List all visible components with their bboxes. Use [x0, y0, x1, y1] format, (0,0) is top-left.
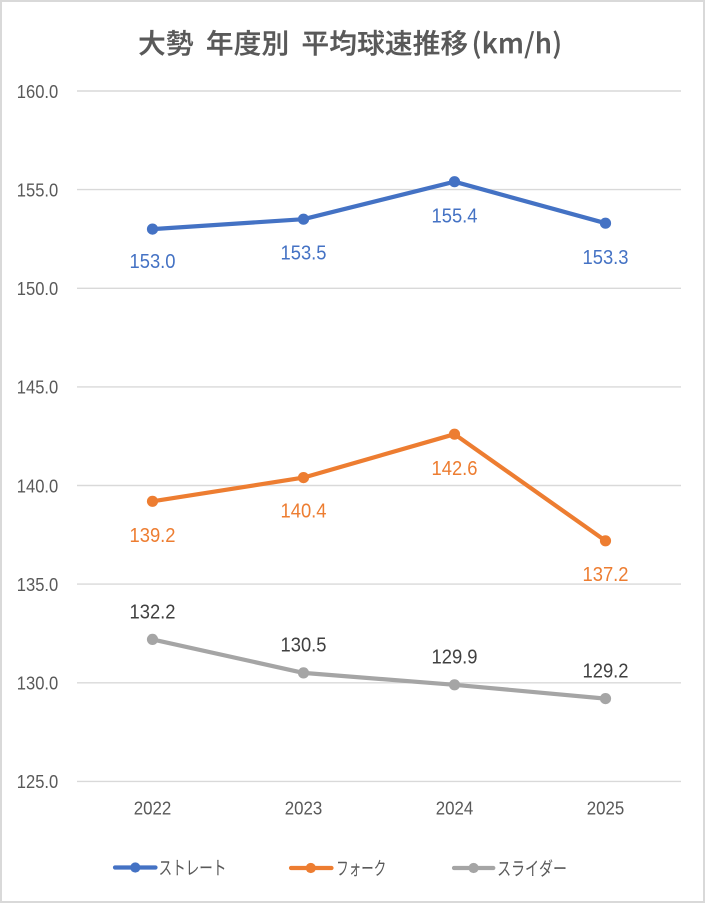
svg-text:150.0: 150.0 — [17, 278, 58, 299]
svg-text:153.0: 153.0 — [130, 251, 176, 273]
svg-text:135.0: 135.0 — [17, 574, 58, 595]
svg-text:129.9: 129.9 — [432, 646, 478, 668]
svg-text:2023: 2023 — [285, 799, 323, 819]
svg-text:130.0: 130.0 — [17, 673, 58, 694]
svg-text:130.5: 130.5 — [281, 634, 327, 656]
svg-text:140.4: 140.4 — [281, 500, 327, 522]
svg-text:2024: 2024 — [436, 799, 474, 819]
svg-text:125.0: 125.0 — [17, 771, 58, 792]
svg-text:137.2: 137.2 — [583, 564, 629, 586]
svg-text:153.5: 153.5 — [281, 242, 327, 264]
svg-text:129.2: 129.2 — [583, 660, 629, 682]
svg-text:139.2: 139.2 — [130, 525, 176, 547]
svg-text:140.0: 140.0 — [17, 475, 58, 496]
svg-text:153.3: 153.3 — [583, 247, 629, 269]
svg-text:155.4: 155.4 — [432, 205, 478, 227]
svg-text:160.0: 160.0 — [17, 81, 58, 102]
svg-text:145.0: 145.0 — [17, 377, 58, 398]
svg-text:2022: 2022 — [134, 799, 172, 819]
svg-text:132.2: 132.2 — [130, 601, 176, 623]
svg-text:2025: 2025 — [587, 799, 625, 819]
svg-text:142.6: 142.6 — [432, 458, 478, 480]
svg-text:155.0: 155.0 — [17, 179, 58, 200]
